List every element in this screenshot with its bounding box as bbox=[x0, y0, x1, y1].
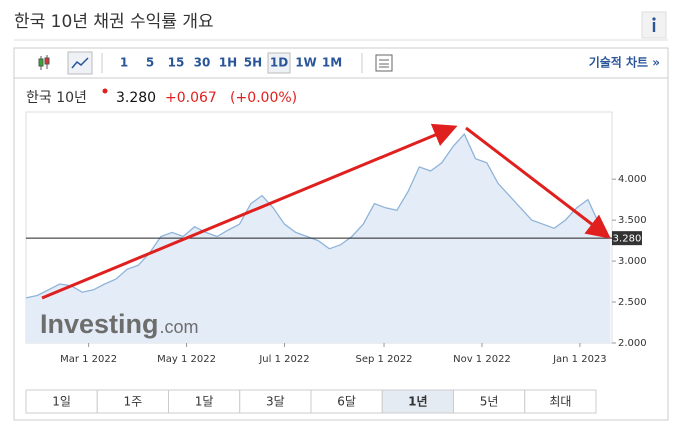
y-tick-label: 3.500 bbox=[618, 215, 647, 226]
watermark-suffix: .com bbox=[160, 317, 199, 337]
annotation-arrow bbox=[465, 126, 611, 239]
period-button[interactable]: 1달 bbox=[195, 395, 214, 409]
watermark: Investing bbox=[40, 309, 159, 339]
period-button-box[interactable] bbox=[524, 389, 597, 414]
price-line bbox=[25, 132, 611, 299]
x-tick-label: Jan 1 2023 bbox=[552, 354, 607, 365]
candle-icon[interactable] bbox=[38, 55, 50, 70]
interval-active bbox=[267, 52, 291, 74]
y-tick-label: 2.500 bbox=[618, 297, 647, 308]
interval-button[interactable]: 1M bbox=[322, 56, 342, 70]
toolbar bbox=[13, 47, 669, 79]
interval-button[interactable]: 1 bbox=[120, 56, 128, 70]
line-icon[interactable] bbox=[67, 51, 93, 75]
period-button[interactable]: 3달 bbox=[266, 395, 285, 409]
interval-button[interactable]: 5 bbox=[146, 56, 154, 70]
y-tick-label: 2.000 bbox=[618, 338, 647, 349]
quote-name: 한국 10년 bbox=[26, 90, 87, 106]
interval-button[interactable]: 1H bbox=[219, 56, 237, 70]
period-button[interactable]: 1주 bbox=[124, 395, 143, 409]
last-price-box bbox=[612, 231, 642, 246]
quote-change-pct: (+0.00%) bbox=[230, 90, 297, 106]
interval-button[interactable]: 30 bbox=[194, 56, 211, 70]
interval-button[interactable]: 15 bbox=[168, 56, 185, 70]
interval-button[interactable]: 1D bbox=[270, 56, 288, 70]
area bbox=[26, 134, 611, 343]
interval-button[interactable]: 1W bbox=[295, 56, 317, 70]
period-button[interactable]: 1년 bbox=[408, 395, 427, 409]
x-tick-label: Jul 1 2022 bbox=[258, 354, 309, 365]
flag-icon bbox=[102, 88, 108, 94]
quote-change: +0.067 bbox=[165, 90, 217, 106]
y-tick-label: 4.000 bbox=[618, 174, 647, 185]
period-button[interactable]: 최대 bbox=[549, 395, 571, 409]
tech-chart-link[interactable]: 기술적 차트 » bbox=[589, 55, 660, 70]
annotation-arrow bbox=[41, 123, 458, 300]
doc-icon[interactable] bbox=[375, 54, 393, 72]
info-button[interactable] bbox=[641, 11, 667, 39]
title: 한국 10년 채권 수익률 개요 bbox=[14, 12, 214, 32]
period-button[interactable]: 6달 bbox=[337, 395, 356, 409]
last-price-label: 3.280 bbox=[613, 234, 642, 245]
period-button[interactable]: 5년 bbox=[480, 395, 499, 409]
interval-button[interactable]: 5H bbox=[244, 56, 262, 70]
x-tick-label: May 1 2022 bbox=[157, 354, 216, 365]
x-tick-label: Nov 1 2022 bbox=[453, 354, 511, 365]
quote-price: 3.280 bbox=[116, 90, 156, 106]
period-button[interactable]: 1일 bbox=[52, 395, 71, 409]
x-tick-label: Sep 1 2022 bbox=[356, 354, 413, 365]
x-tick-label: Mar 1 2022 bbox=[60, 354, 117, 365]
y-tick-label: 3.000 bbox=[618, 256, 647, 267]
